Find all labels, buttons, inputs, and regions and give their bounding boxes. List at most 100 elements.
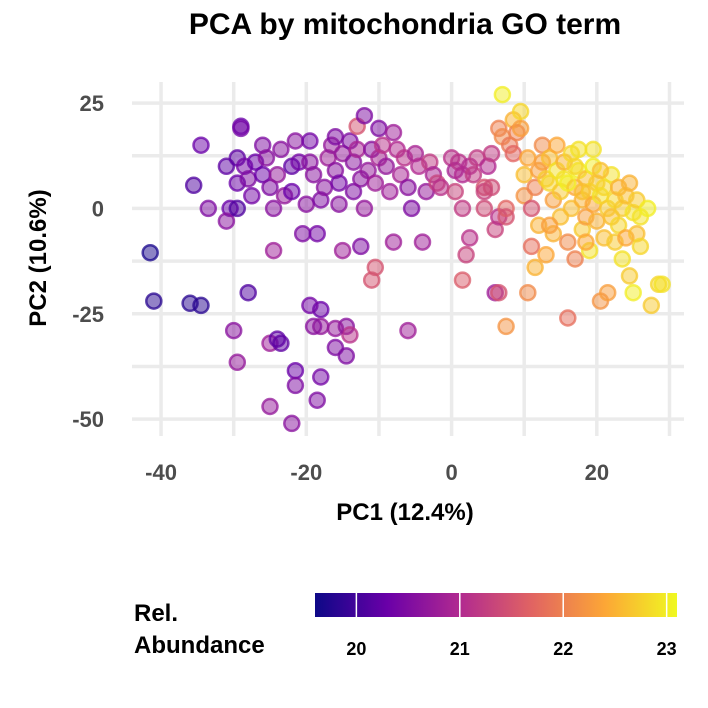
data-point — [384, 233, 403, 251]
data-point — [493, 85, 512, 104]
data-point — [301, 296, 319, 315]
data-point — [304, 317, 323, 336]
data-point — [381, 182, 399, 201]
data-point — [559, 233, 577, 251]
data-point — [566, 157, 584, 176]
data-point — [559, 309, 577, 327]
colorbar-ticks: 20 21 22 23 — [346, 593, 677, 659]
data-point — [192, 296, 210, 315]
data-point — [559, 174, 577, 192]
grid — [132, 82, 684, 436]
data-point — [243, 187, 261, 205]
chart-title: PCA by mitochondria GO term — [189, 8, 621, 41]
y-tick-label: 25 — [80, 91, 104, 116]
data-point — [293, 224, 312, 243]
x-axis-title: PC1 (12.4%) — [336, 499, 473, 526]
colorbar — [315, 593, 677, 617]
data-point — [584, 140, 602, 159]
data-point — [460, 229, 479, 247]
data-point — [638, 199, 657, 218]
legend-title-line-1: Rel. — [134, 600, 178, 627]
data-point — [399, 321, 417, 340]
data-point — [264, 241, 283, 260]
tick-labels: -40 -20 0 20 25 0 -25 -50 — [72, 91, 609, 485]
data-point — [591, 161, 610, 180]
data-point — [344, 182, 363, 201]
data-point — [609, 216, 628, 235]
x-tick-label: 20 — [585, 460, 609, 485]
data-point — [384, 123, 403, 142]
data-point — [522, 199, 541, 218]
data-point — [283, 414, 301, 433]
data-point — [377, 157, 395, 176]
data-point — [333, 241, 352, 260]
data-point — [540, 216, 559, 235]
data-point — [199, 199, 218, 218]
x-tick-label: -40 — [145, 460, 177, 485]
data-point — [624, 283, 642, 302]
data-point — [475, 199, 494, 218]
data-point — [326, 319, 345, 338]
data-point — [497, 208, 515, 226]
data-point — [257, 149, 276, 167]
data-point — [504, 144, 523, 163]
data-point — [391, 165, 410, 184]
data-point — [261, 397, 279, 416]
data-point — [359, 161, 377, 180]
data-point — [239, 283, 257, 302]
data-point — [569, 140, 588, 159]
data-point — [330, 174, 348, 192]
data-point — [573, 182, 592, 201]
data-point — [537, 246, 555, 264]
data-point — [526, 258, 544, 277]
data-point — [326, 338, 345, 357]
data-point — [286, 376, 305, 395]
data-point — [286, 361, 305, 380]
data-point — [224, 321, 243, 340]
x-tick-label: -20 — [290, 460, 322, 485]
data-point — [373, 136, 392, 154]
data-point — [268, 165, 287, 184]
data-point — [145, 292, 163, 310]
data-point — [631, 237, 650, 256]
data-point — [620, 267, 639, 285]
y-axis-title: PC2 (10.6%) — [25, 189, 52, 326]
data-point — [497, 317, 515, 336]
data-point — [515, 165, 533, 184]
y-tick-label: -50 — [72, 407, 104, 432]
data-point — [297, 195, 316, 213]
data-point — [184, 176, 203, 195]
data-point — [620, 174, 639, 192]
data-point — [457, 246, 475, 264]
data-point — [598, 283, 617, 302]
data-point — [642, 296, 661, 315]
legend: Rel. Abundance 20 21 22 23 — [134, 593, 677, 659]
colorbar-tick-label: 23 — [657, 639, 677, 659]
data-point — [453, 271, 472, 289]
x-tick-label: 0 — [445, 460, 457, 485]
data-point — [511, 119, 530, 138]
legend-title-line-2: Abundance — [134, 632, 265, 659]
data-point — [588, 212, 606, 230]
data-point — [330, 195, 348, 213]
data-point — [366, 174, 385, 192]
data-point — [464, 165, 483, 184]
colorbar-tick-label: 21 — [450, 639, 470, 659]
data-point — [341, 326, 359, 344]
data-point — [402, 199, 421, 218]
data-point — [315, 178, 334, 197]
data-point — [366, 258, 385, 277]
data-point — [511, 102, 530, 121]
data-point — [228, 199, 247, 218]
colorbar-tick-label: 22 — [553, 639, 573, 659]
data-point — [264, 199, 283, 218]
data-point — [312, 368, 330, 386]
data-point — [308, 224, 326, 243]
points-layer — [141, 85, 671, 433]
data-point — [370, 119, 388, 138]
data-point — [482, 178, 501, 197]
data-point — [301, 132, 319, 150]
data-point — [519, 149, 537, 167]
data-point — [490, 283, 508, 302]
